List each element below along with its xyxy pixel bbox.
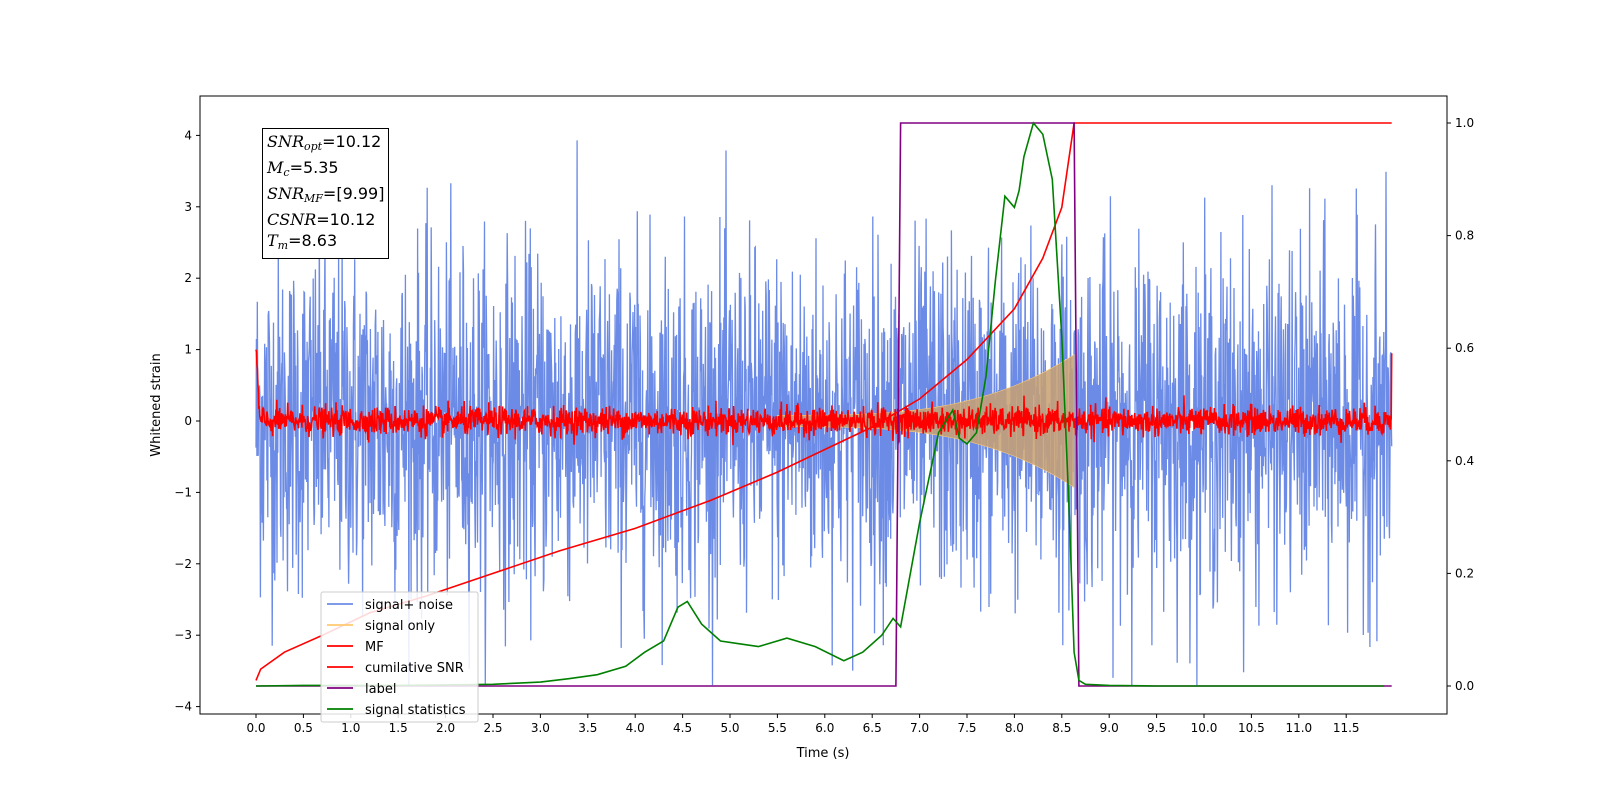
- x-tick-label: 7.5: [957, 721, 976, 735]
- x-tick-label: 2.5: [483, 721, 502, 735]
- info-box: SNRopt=10.12 Mc=5.35 SNRMF=[9.99] CSNR=1…: [262, 128, 390, 259]
- y-right-tick-label: 0.6: [1455, 341, 1474, 355]
- info-tm: Tm=8.63: [267, 231, 338, 252]
- info-snr-mf: SNRMF=[9.99]: [267, 184, 385, 205]
- legend-label: label: [365, 682, 396, 697]
- x-tick-label: 4.0: [626, 721, 645, 735]
- y-left-tick-label: −3: [174, 628, 192, 642]
- x-tick-label: 2.0: [436, 721, 455, 735]
- legend-label: MF: [365, 640, 384, 655]
- x-tick-label: 1.5: [389, 721, 408, 735]
- x-tick-label: 1.0: [341, 721, 360, 735]
- y-right-tick-label: 0.0: [1455, 679, 1474, 693]
- x-tick-label: 0.5: [294, 721, 313, 735]
- y-left-tick-label: 2: [184, 271, 192, 285]
- x-tick-label: 7.0: [910, 721, 929, 735]
- y-left-tick-label: 3: [184, 200, 192, 214]
- x-tick-label: 3.0: [531, 721, 550, 735]
- series-signal-noise: [255, 140, 1393, 686]
- x-tick-label: 9.5: [1147, 721, 1166, 735]
- legend-label: signal+ noise: [365, 598, 453, 613]
- y-left-tick-label: 4: [184, 128, 192, 142]
- x-tick-label: 0.0: [246, 721, 265, 735]
- plot-frame: [199, 95, 1448, 715]
- y-right-tick-label: 1.0: [1455, 116, 1474, 130]
- y-left-tick-label: 0: [184, 414, 192, 428]
- x-tick-label: 11.0: [1285, 721, 1312, 735]
- info-mc: Mc=5.35: [267, 158, 339, 179]
- x-tick-label: 10.0: [1191, 721, 1218, 735]
- x-axis-label: Time (s): [796, 746, 850, 761]
- y-left-tick-label: −1: [174, 485, 192, 499]
- y-right-tick-label: 0.8: [1455, 229, 1474, 243]
- series-signal-statistics: [255, 121, 1385, 687]
- legend-label: cumilative SNR: [365, 661, 464, 676]
- y-left-tick-label: 1: [184, 343, 192, 357]
- axes: 0.0 0.5 1.0 1.5 2.0 2.5 3.0 3.5 4.0 4.5 5.0 5.5 6.0 6…: [174, 116, 1474, 735]
- y-left-tick-label: −4: [174, 700, 192, 714]
- legend-label: signal only: [365, 619, 435, 634]
- x-tick-label: 10.5: [1238, 721, 1265, 735]
- info-csnr: CSNR=10.12: [267, 210, 376, 229]
- plot-lines: [255, 121, 1393, 687]
- x-tick-label: 11.5: [1333, 721, 1360, 735]
- x-tick-label: 6.0: [815, 721, 834, 735]
- x-tick-label: 8.5: [1052, 721, 1071, 735]
- y-left-tick-label: −2: [174, 557, 192, 571]
- x-tick-label: 5.0: [720, 721, 739, 735]
- y-axis-label: Whitened strain: [149, 353, 164, 456]
- x-tick-label: 9.0: [1100, 721, 1119, 735]
- legend-label: signal statistics: [365, 703, 466, 718]
- x-tick-label: 6.5: [863, 721, 882, 735]
- x-tick-label: 8.0: [1005, 721, 1024, 735]
- x-tick-label: 4.5: [673, 721, 692, 735]
- y-right-tick-label: 0.2: [1455, 566, 1474, 580]
- x-tick-label: 5.5: [768, 721, 787, 735]
- legend: signal+ noise signal only MF cumilative SNR…: [320, 591, 479, 723]
- legend-box: [320, 591, 479, 723]
- series-mf: [255, 349, 1393, 446]
- info-snr-opt: SNRopt=10.12: [267, 132, 382, 153]
- x-tick-label: 3.5: [578, 721, 597, 735]
- y-right-tick-label: 0.4: [1455, 454, 1474, 468]
